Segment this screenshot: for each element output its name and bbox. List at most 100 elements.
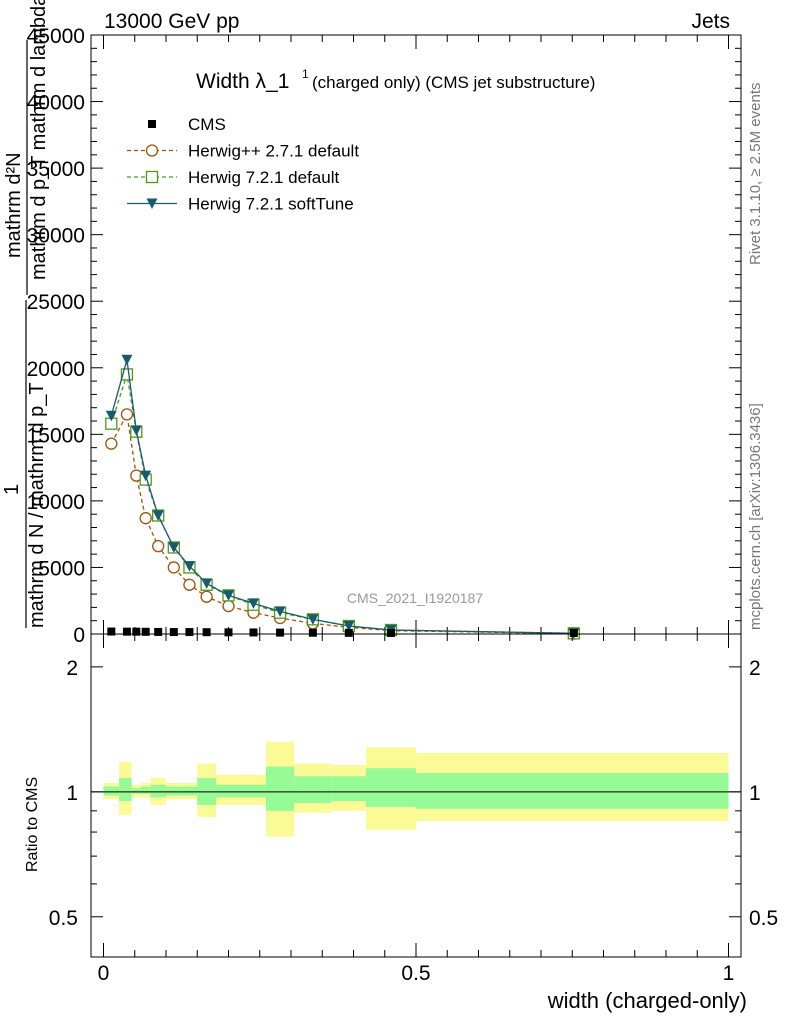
y-tick-label: 35000	[27, 158, 85, 181]
energy-label: 13000 GeV pp	[104, 10, 239, 33]
legend-label: Herwig 7.2.1 softTune	[188, 195, 354, 214]
cms-point	[185, 628, 194, 637]
x-tick-label: 1	[723, 962, 735, 985]
series-point	[183, 578, 196, 591]
series-point	[120, 368, 134, 381]
ratio-tick-label-right: 0.5	[749, 907, 778, 930]
y-tick-label: 40000	[27, 92, 85, 115]
cms-point	[141, 627, 150, 636]
main-y-label: mathrm d²N mathrm d p_T mathrm d lambda …	[1, 0, 50, 628]
cms-point	[276, 628, 285, 637]
uncertainty-band-inner	[166, 786, 182, 796]
uncertainty-band-inner	[366, 768, 416, 807]
legend-marker	[145, 144, 159, 157]
y-tick-label: 20000	[27, 358, 85, 381]
y-tick-label: 30000	[27, 225, 85, 248]
main-y-axis: 0 5000 10000 15000 20000 25000 30000 35000 40000…	[27, 25, 741, 647]
jets-label: Jets	[691, 10, 730, 33]
ylabel-numerator: mathrm d²N	[3, 152, 25, 258]
series-point	[152, 539, 165, 553]
series-point	[201, 578, 213, 589]
legend-label: CMS	[188, 115, 226, 134]
ratio-x-axis: 0 0.5 1	[98, 634, 735, 985]
y-tick-label: 5000	[38, 557, 85, 580]
y-tick-label: 10000	[27, 491, 85, 514]
ratio-y-axis: 0.5 0.5 1 1 2 2	[49, 657, 778, 930]
uncertainty-band-inner	[181, 786, 198, 796]
uncertainty-band-inner	[150, 784, 166, 798]
ratio-tick-label-left: 2	[66, 657, 78, 680]
series-line	[110, 359, 574, 634]
cms-point	[344, 628, 353, 637]
main-panel: 0 5000 10000 15000 20000 25000 30000 35000 40000…	[1, 0, 742, 647]
x-axis-label: width (charged-only)	[547, 988, 747, 1013]
uncertainty-band-inner	[241, 784, 266, 798]
y-tick-label: 15000	[27, 424, 85, 447]
x-tick-label: 0	[98, 962, 110, 985]
series-point	[274, 606, 286, 617]
legend-label: Herwig++ 2.7.1 default	[188, 142, 359, 161]
series-point	[168, 542, 180, 553]
cms-point	[107, 627, 116, 636]
series-point	[105, 410, 117, 422]
cms-point	[202, 628, 211, 637]
uncertainty-band-inner	[131, 788, 141, 794]
legend-marker	[146, 198, 158, 209]
cms-point	[122, 627, 131, 636]
watermark-label: CMS_2021_I1920187	[347, 590, 483, 606]
ratio-panel: 0.5 0.51 12 2 0 0.5 1 Ratio to CMS width (cha…	[24, 633, 778, 1013]
series-point	[183, 561, 195, 572]
series-point	[223, 590, 234, 601]
title-main: Width λ_1	[196, 70, 289, 93]
title-superscript: 1	[302, 67, 309, 81]
series-point	[200, 590, 213, 603]
series-point	[139, 512, 152, 525]
ratio-tick-label-right: 2	[749, 657, 761, 680]
ratio-tick-label-left: 0.5	[49, 907, 78, 930]
uncertainty-band-inner	[416, 773, 729, 809]
mcplots-label: mcplots.cern.ch [arXiv:1306.3436]	[747, 403, 764, 630]
rivet-label: Rivet 3.1.10, ≥ 2.5M events	[747, 83, 764, 266]
title-subtitle: (charged only) (CMS jet substructure)	[312, 73, 595, 92]
series-line	[110, 412, 574, 635]
uncertainty-band-inner	[266, 766, 295, 811]
ratio-tick-label-left: 1	[66, 782, 78, 805]
series-point	[222, 599, 235, 613]
cms-point	[169, 628, 178, 637]
uncertainty-band-inner	[141, 786, 151, 794]
cms-point	[224, 628, 233, 637]
series-point	[152, 510, 164, 522]
ylabel-outer-denominator: mathrm d N / mathrm d p_T	[26, 382, 48, 628]
uncertainty-band-inner	[119, 777, 132, 802]
uncertainty-band-inner	[103, 786, 120, 796]
ylabel-one: 1	[1, 484, 23, 495]
cms-point	[569, 628, 578, 637]
series-point	[105, 437, 118, 450]
series-line	[110, 374, 574, 634]
y-tick-label: 45000	[27, 25, 85, 48]
series-point	[307, 614, 319, 625]
plot-title: Width λ_1 1 (charged only) (CMS jet subs…	[196, 67, 595, 93]
uncertainty-band-inner	[294, 776, 332, 803]
cms-point	[387, 628, 395, 637]
y-tick-label: 0	[73, 624, 85, 647]
main-x-axis	[103, 35, 729, 634]
uncertainty-band-inner	[331, 776, 366, 802]
legend-label: Herwig 7.2.1 default	[188, 168, 339, 187]
ratio-tick-label-right: 1	[749, 782, 761, 805]
series-point	[167, 561, 180, 574]
cms-point	[249, 628, 258, 637]
legend-marker	[148, 120, 156, 128]
main-data	[105, 354, 580, 640]
ylabel-denominator: mathrm d p_T mathrm d lambda	[28, 0, 50, 280]
series-point	[343, 621, 355, 632]
x-tick-label: 0.5	[401, 962, 430, 985]
ratio-bands	[103, 741, 729, 837]
y-tick-label: 25000	[27, 291, 85, 314]
series-point	[248, 598, 259, 609]
uncertainty-band-inner	[216, 784, 241, 798]
cms-point	[308, 628, 317, 637]
cms-point	[132, 627, 141, 636]
series-point	[120, 408, 134, 421]
